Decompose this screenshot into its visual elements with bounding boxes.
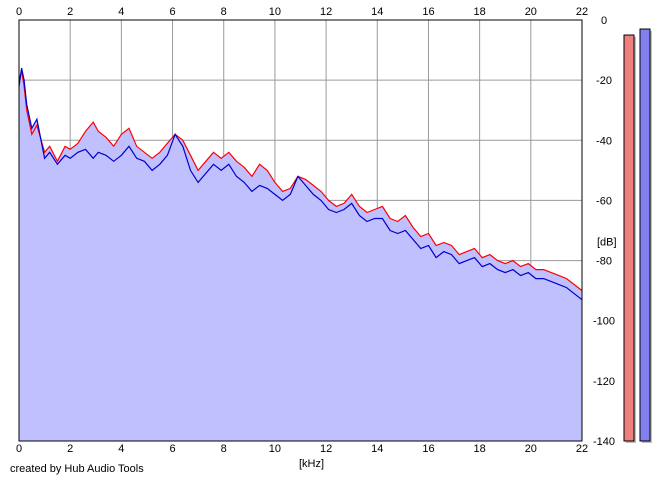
x-tick-label-top: 18: [474, 6, 486, 18]
level-meter-2: [639, 28, 651, 442]
x-tick-label-top: 8: [221, 6, 227, 18]
series-layer: [18, 67, 583, 301]
x-tick-label-bottom: 6: [169, 443, 175, 455]
y-tick-label: -40: [596, 135, 612, 147]
series-line-1: [18, 70, 583, 292]
y-tick-label: -60: [596, 195, 612, 207]
x-tick-label-bottom: 22: [576, 443, 588, 455]
credit-text: created by Hub Audio Tools: [10, 463, 144, 475]
x-axis-label: [kHz]: [299, 458, 324, 470]
x-tick-label-bottom: 20: [525, 443, 537, 455]
level-meters: [623, 28, 652, 444]
x-tick-label-top: 10: [269, 6, 281, 18]
x-tick-label-bottom: 14: [371, 443, 383, 455]
x-tick-label-bottom: 16: [422, 443, 434, 455]
y-tick-label: -80: [596, 256, 612, 268]
x-tick-label-top: 20: [525, 6, 537, 18]
x-tick-label-top: 14: [371, 6, 383, 18]
x-axis-bottom-ticks: 0 2 4 6 8 10 12 14 16 18 20 22: [16, 443, 588, 455]
x-axis-top-ticks: 0 2 4 6 8 10 12 14 16 18 20 22: [16, 6, 588, 18]
x-tick-label-bottom: 8: [221, 443, 227, 455]
y-axis-ticks: 0 -20 -40 -60 -80 -100 -120 -140: [593, 15, 615, 448]
x-tick-label-top: 0: [16, 6, 22, 18]
level-meter-1: [623, 34, 635, 442]
x-tick-label-bottom: 12: [320, 443, 332, 455]
x-tick-label-bottom: 10: [269, 443, 281, 455]
x-tick-label-bottom: 18: [474, 443, 486, 455]
y-tick-label: -120: [593, 376, 615, 388]
x-tick-label-top: 16: [422, 6, 434, 18]
x-tick-label-top: 4: [118, 6, 124, 18]
spectrum-fill-area: [19, 68, 582, 441]
x-tick-label-top: 2: [67, 6, 73, 18]
plot-border: [18, 19, 583, 442]
x-tick-label-bottom: 2: [67, 443, 73, 455]
series-line-2: [18, 67, 583, 301]
y-tick-label: -140: [593, 436, 615, 448]
x-tick-label-bottom: 4: [118, 443, 124, 455]
y-tick-label: 0: [601, 15, 607, 27]
x-tick-label-top: 6: [169, 6, 175, 18]
x-tick-label-top: 22: [576, 6, 588, 18]
x-tick-label-bottom: 0: [16, 443, 22, 455]
y-tick-label: -20: [596, 75, 612, 87]
y-axis-label: [dB]: [597, 237, 617, 249]
x-tick-label-top: 12: [320, 6, 332, 18]
y-tick-label: -100: [593, 316, 615, 328]
